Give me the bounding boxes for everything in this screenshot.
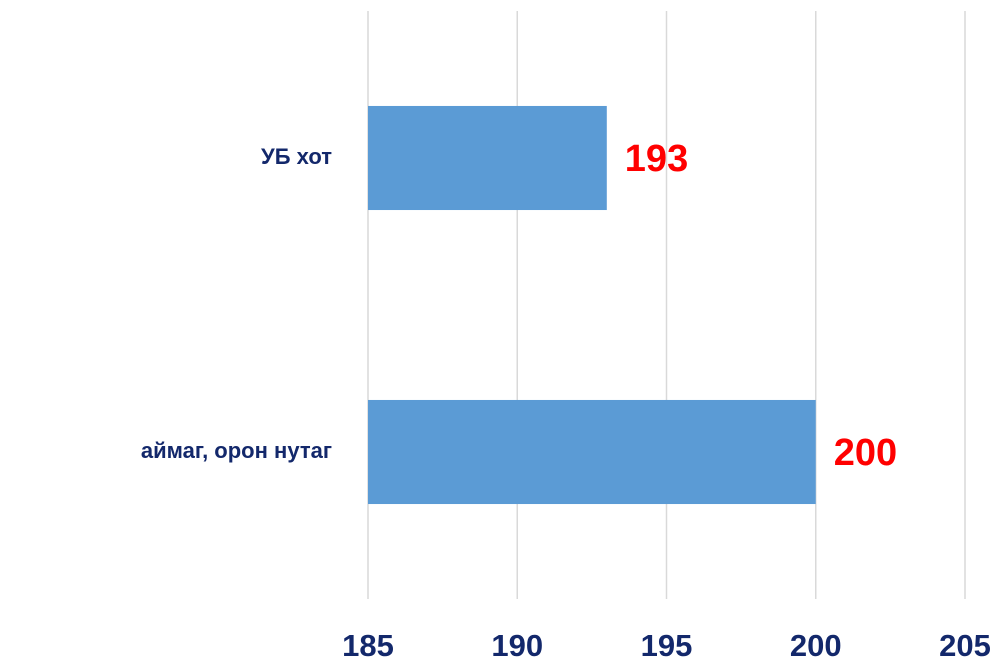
y-tick-label: аймаг, орон нутаг [141,438,332,463]
x-tick-label: 200 [790,628,842,663]
data-label: 193 [625,138,688,180]
x-tick-label: 195 [641,628,693,663]
x-tick-label: 205 [939,628,991,663]
bar [368,399,816,505]
x-tick-label: 190 [491,628,543,663]
data-label: 200 [834,432,897,474]
bar [368,105,607,211]
x-tick-label: 185 [342,628,394,663]
y-tick-label: УБ хот [261,144,332,169]
